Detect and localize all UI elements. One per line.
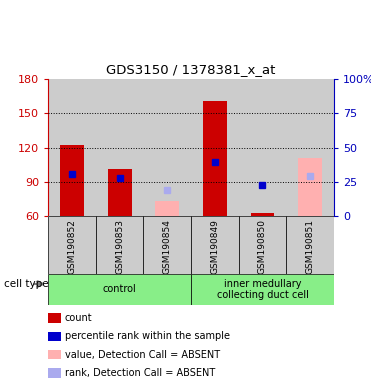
Text: inner medullary
collecting duct cell: inner medullary collecting duct cell [217,279,308,300]
Text: value, Detection Call = ABSENT: value, Detection Call = ABSENT [65,349,220,359]
Bar [48,216,96,274]
Text: GSM190850: GSM190850 [258,219,267,274]
Bar [203,101,227,216]
Title: GDS3150 / 1378381_x_at: GDS3150 / 1378381_x_at [106,63,276,76]
Text: cell type: cell type [4,279,48,289]
Bar [155,201,179,216]
Bar [48,274,191,305]
Bar [191,79,239,216]
Text: GSM190853: GSM190853 [115,219,124,274]
Text: GSM190851: GSM190851 [306,219,315,274]
Text: control: control [103,285,137,295]
Bar [96,79,144,216]
Bar [96,216,144,274]
Bar [144,216,191,274]
Text: rank, Detection Call = ABSENT: rank, Detection Call = ABSENT [65,368,215,378]
Bar [250,213,275,216]
Text: count: count [65,313,92,323]
Bar [48,79,96,216]
Text: GSM190849: GSM190849 [210,219,219,274]
Bar [191,216,239,274]
Bar [60,145,84,216]
Bar [144,79,191,216]
Bar [286,216,334,274]
Text: percentile rank within the sample: percentile rank within the sample [65,331,230,341]
Text: GSM190852: GSM190852 [68,219,76,274]
Text: GSM190854: GSM190854 [163,219,172,274]
Bar [286,79,334,216]
Bar [239,216,286,274]
Bar [298,158,322,216]
Bar [108,169,132,216]
Bar [191,274,334,305]
Bar [239,79,286,216]
